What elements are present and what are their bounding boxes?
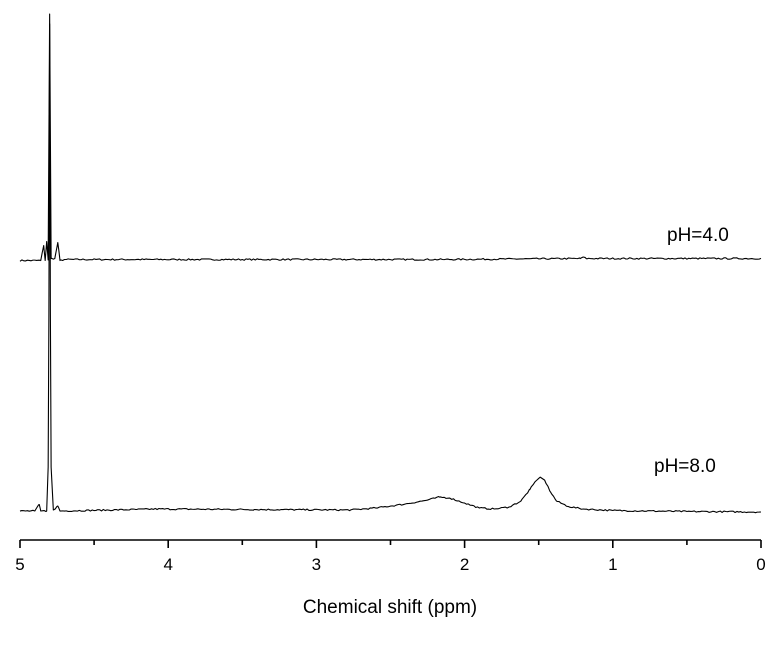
spectrum-line-2 (19, 23, 762, 514)
x-axis: 5 4 3 2 1 0 (15, 539, 766, 574)
series-label: pH=8.0 (654, 456, 716, 477)
series-labels: pH=4.0 pH=8.0 (654, 225, 729, 477)
x-axis-title: Chemical shift (ppm) (303, 597, 477, 618)
tick-label: 2 (460, 555, 469, 574)
tick-label: 4 (163, 555, 172, 574)
spectra-group (19, 13, 762, 514)
tick-label: 3 (312, 555, 321, 574)
spectrum-line-1 (19, 13, 762, 262)
tick-label: 5 (15, 555, 24, 574)
tick-label: 0 (756, 555, 765, 574)
tick-label: 1 (608, 555, 617, 574)
series-label: pH=4.0 (667, 225, 729, 246)
